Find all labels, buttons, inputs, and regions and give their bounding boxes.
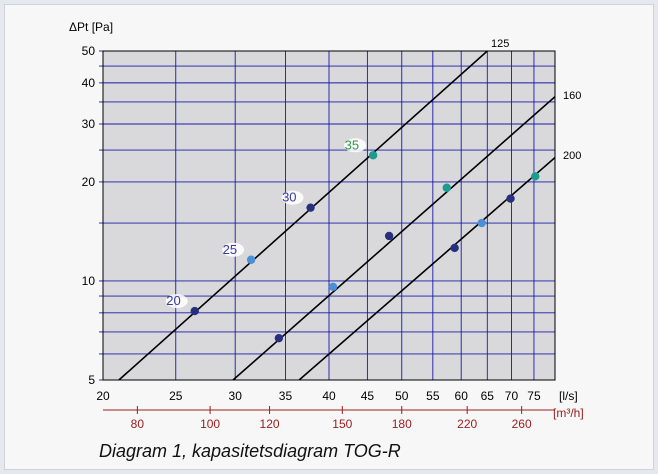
point-label-bg bbox=[222, 242, 245, 257]
series-label-160: 160 bbox=[563, 90, 581, 102]
x-tick-label-m3h: 120 bbox=[260, 417, 280, 431]
point-label-bg bbox=[165, 294, 188, 309]
data-point bbox=[477, 218, 486, 228]
x-tick-label-ls: 60 bbox=[455, 389, 469, 403]
plot-border bbox=[102, 50, 556, 381]
data-point bbox=[384, 231, 394, 241]
x-tick-label-ls: 75 bbox=[527, 389, 541, 403]
x-tick-label-m3h: 150 bbox=[332, 417, 352, 431]
y-tick-label: 20 bbox=[82, 175, 96, 189]
x-unit-m3h-label: [m³/h] bbox=[553, 406, 584, 420]
series-label-125: 125 bbox=[491, 38, 509, 50]
capacity-chart: 5 10 20 30 40 50 ΔPt [Pa] 20 25 30 35 40 45 50 55 60 65 7… bbox=[69, 20, 584, 431]
data-point bbox=[442, 183, 451, 192]
chart-caption: Diagram 1, kapasitetsdiagram TOG-R bbox=[99, 441, 401, 461]
chart-panel: 5 10 20 30 40 50 ΔPt [Pa] 20 25 30 35 40 45 50 55 60 65 7… bbox=[4, 4, 654, 470]
x-tick-label-ls: 70 bbox=[505, 389, 519, 403]
y-tick-label: 50 bbox=[82, 44, 96, 58]
point-label: 25 bbox=[223, 242, 237, 257]
point-label: 20 bbox=[166, 293, 180, 308]
y-tick-label: 10 bbox=[82, 274, 96, 288]
x-tick-label-ls: 25 bbox=[169, 389, 183, 403]
data-point bbox=[531, 172, 540, 181]
point-label: 35 bbox=[345, 137, 359, 152]
data-point bbox=[506, 194, 515, 203]
point-label-bg bbox=[281, 190, 304, 205]
x-tick-label-ls: 20 bbox=[96, 389, 110, 403]
series-lines bbox=[118, 51, 555, 380]
x-tick-label-ls: 30 bbox=[229, 389, 243, 403]
series-label-200: 200 bbox=[563, 150, 581, 162]
y-tick-label: 5 bbox=[88, 373, 95, 387]
x-tick-label-m3h: 260 bbox=[512, 417, 532, 431]
x-tick-label-ls: 45 bbox=[361, 389, 375, 403]
series-line-125 bbox=[118, 51, 488, 380]
y-tick-label: 30 bbox=[82, 117, 96, 131]
x-tick-label-m3h: 80 bbox=[131, 417, 145, 431]
data-point bbox=[368, 151, 378, 160]
series-line-200 bbox=[298, 156, 555, 380]
data-point bbox=[450, 243, 459, 253]
data-point bbox=[246, 255, 256, 264]
x-tick-label-m3h: 180 bbox=[392, 417, 412, 431]
data-point bbox=[306, 203, 315, 212]
x-tick-label-m3h: 220 bbox=[457, 417, 477, 431]
y-tick-label: 40 bbox=[82, 76, 96, 90]
data-point bbox=[328, 282, 338, 291]
x-tick-label-ls: 40 bbox=[322, 389, 336, 403]
x-tick-label-m3h: 100 bbox=[200, 417, 220, 431]
x-tick-label-ls: 65 bbox=[481, 389, 495, 403]
x-unit-ls-label: [l/s] bbox=[559, 389, 578, 403]
y-axis-label: ΔPt [Pa] bbox=[69, 20, 113, 34]
series-line-160 bbox=[232, 95, 555, 380]
point-label-bg bbox=[344, 138, 367, 153]
x-tick-label-ls: 50 bbox=[395, 389, 409, 403]
data-point bbox=[190, 306, 199, 316]
x-tick-label-ls: 55 bbox=[426, 389, 440, 403]
x-tick-label-ls: 35 bbox=[279, 389, 293, 403]
point-label: 30 bbox=[282, 190, 296, 205]
data-point bbox=[274, 333, 284, 343]
